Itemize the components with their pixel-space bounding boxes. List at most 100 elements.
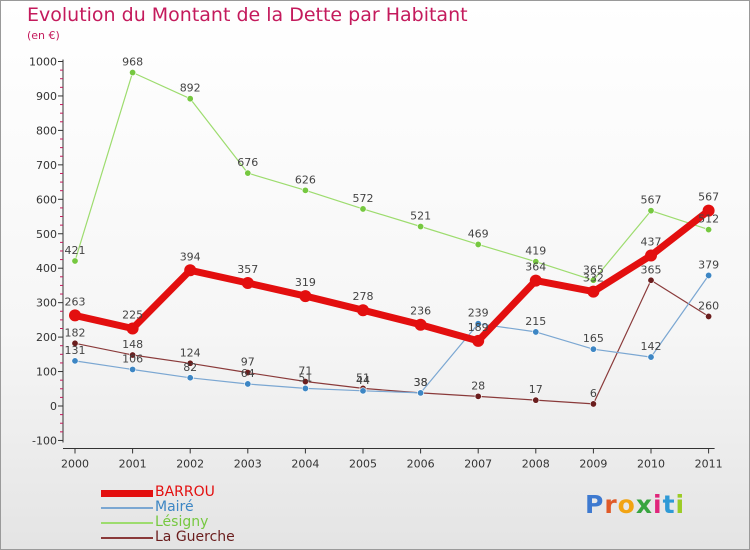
data-point [184,264,197,277]
legend-label-maire: Mairé [155,499,194,515]
data-point [647,276,655,284]
data-point [299,290,312,303]
data-point [532,396,540,404]
data-point [702,204,715,217]
data-point [472,334,485,347]
legend-label-lesigny: Lésigny [155,514,209,530]
y-tick-label: 700 [36,159,57,172]
data-point [589,400,597,408]
data-point [474,392,482,400]
y-tick-label: 600 [36,193,57,206]
data-label: 38 [414,376,428,389]
data-point [359,205,367,213]
chart-subtitle: (en €) [27,29,60,42]
data-point [645,249,657,262]
data-point [647,207,655,215]
data-label: 182 [65,326,86,339]
x-tick-label: 2006 [407,457,435,470]
data-point [359,387,367,395]
data-point [589,345,597,353]
data-label: 512 [698,213,719,226]
data-point [244,169,252,177]
legend-item-lesigny: Lésigny [101,514,301,530]
data-point [301,378,309,386]
data-label: 71 [298,365,312,378]
data-label: 6 [590,387,597,400]
data-label: 365 [641,263,662,276]
data-label: 278 [353,290,374,303]
y-tick-label: -100 [32,434,57,447]
data-label: 236 [410,305,431,318]
data-label: 263 [65,295,86,308]
data-label: 215 [525,315,546,328]
data-point [126,322,139,335]
data-label: 567 [698,191,719,204]
chart-title: Evolution du Montant de la Dette par Hab… [27,4,468,26]
y-tick-label: 900 [36,90,57,103]
data-point [71,257,79,265]
data-label: 521 [410,210,431,223]
data-label: 51 [298,371,312,384]
data-point [705,226,713,234]
data-label: 968 [122,56,143,69]
data-point [474,320,482,328]
data-label: 567 [641,194,662,207]
y-tick-label: 400 [36,262,57,275]
series-line-0 [71,207,713,345]
data-point [417,389,425,397]
x-tick-label: 2009 [579,457,607,470]
data-label: 239 [468,307,489,320]
x-tick-label: 2002 [176,457,204,470]
data-point [529,274,542,287]
x-tick-label: 2004 [291,457,319,470]
data-label: 131 [65,344,86,357]
legend-item-la-guerche: La Guerche [101,529,301,545]
legend-swatch-barrou [101,489,153,497]
data-label: 469 [468,227,489,240]
legend-label-barrou: BARROU [155,484,215,500]
y-tick-label: 1000 [29,56,57,69]
data-point [301,186,309,194]
data-point [186,374,194,382]
data-point [474,240,482,248]
data-label: 124 [180,346,201,359]
data-point [532,328,540,336]
data-point [532,258,540,266]
data-label: 38 [414,376,428,389]
legend: BARROU Mairé Lésigny La Guerche [101,484,301,545]
data-point [129,351,137,359]
series-line-2 [74,71,710,281]
data-label: 148 [122,338,143,351]
data-point [587,285,600,298]
data-point [186,359,194,367]
data-point [301,384,309,392]
data-point [244,380,252,388]
data-point [69,309,81,322]
y-tick-label: 200 [36,331,57,344]
data-label: 394 [180,250,201,263]
data-label: 17 [529,383,543,396]
data-point [705,271,713,279]
data-point [71,357,79,365]
data-label: 106 [122,352,143,365]
data-point [589,276,597,284]
data-label: 892 [180,82,201,95]
x-tick-label: 2000 [61,457,89,470]
data-point [241,277,254,290]
data-point [705,312,713,320]
legend-swatch-lesigny [101,522,153,524]
data-label: 319 [295,276,316,289]
x-tick-label: 2001 [119,457,147,470]
data-point [129,69,137,77]
data-label: 260 [698,299,719,312]
data-label: 51 [356,371,370,384]
y-tick-label: 100 [36,366,57,379]
data-label: 97 [241,356,255,369]
data-label: 421 [65,244,86,257]
y-tick-label: 300 [36,297,57,310]
x-tick-label: 2011 [695,457,723,470]
data-label: 332 [583,272,604,285]
data-point [357,304,369,317]
data-label: 419 [525,245,546,258]
